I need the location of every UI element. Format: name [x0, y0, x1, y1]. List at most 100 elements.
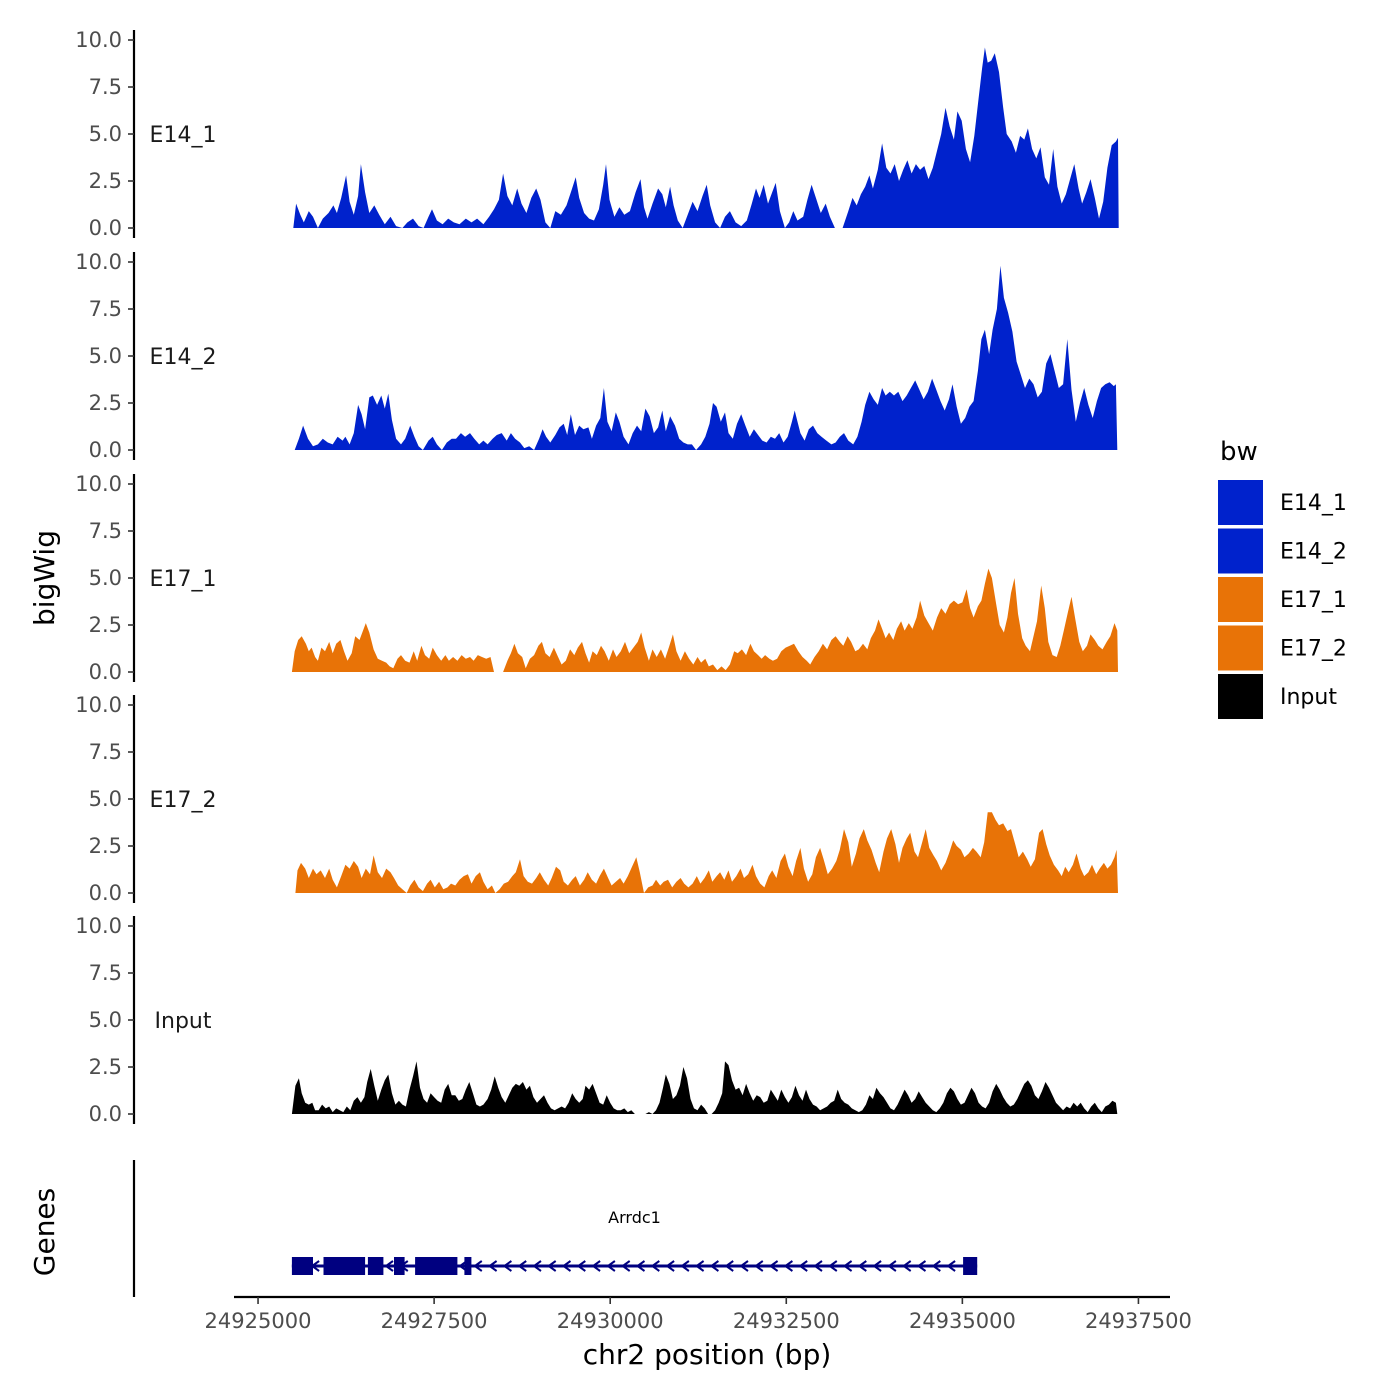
track-label-E14_1: E14_1	[150, 123, 217, 148]
y-tick-label: 2.5	[89, 1055, 122, 1079]
y-tick-label: 0.0	[89, 881, 122, 905]
track-E17_1: 0.0 2.5 5.0 7.5 10.0 E17_1	[75, 472, 1118, 684]
strand-arrow	[665, 1260, 675, 1272]
x-axis-title: chr2 position (bp)	[583, 1338, 832, 1371]
track-label-Input: Input	[155, 1009, 212, 1034]
legend-swatch-E17_2	[1218, 625, 1263, 671]
legend: bw E14_1 E14_2 E17_1 E17_2 Input	[1218, 437, 1347, 719]
strand-arrow	[783, 1260, 793, 1272]
y-tick-label: 2.5	[89, 169, 122, 193]
strand-arrow	[931, 1260, 941, 1272]
y-tick-label: 2.5	[89, 391, 122, 415]
y-tick-label: 5.0	[89, 566, 122, 590]
area-Input	[291, 1061, 1118, 1114]
x-tick-label: 24935000	[909, 1309, 1016, 1333]
strand-arrow	[901, 1260, 912, 1272]
strand-arrow	[887, 1260, 897, 1272]
legend-label-E17_1: E17_1	[1280, 588, 1347, 613]
strand-arrow	[606, 1260, 616, 1272]
strand-arrow	[828, 1260, 838, 1272]
gene-track-panel: Arrdc1	[132, 1160, 978, 1297]
strand-arrow	[487, 1260, 498, 1272]
strand-arrow	[798, 1260, 808, 1272]
area-E17_1	[291, 568, 1118, 672]
strand-arrow	[532, 1260, 542, 1272]
y-tick-label: 10.0	[75, 693, 122, 717]
gene-exon	[394, 1257, 405, 1275]
y-tick-label: 7.5	[89, 961, 122, 985]
track-label-E14_2: E14_2	[150, 345, 217, 370]
track-panels: 0.0 2.5 5.0 7.5 10.0 E14_1 0.0 2.5 5.0 7.5 10.0 E14…	[75, 28, 1119, 1126]
y-tick-label: 10.0	[75, 28, 122, 52]
gene-exon	[415, 1257, 458, 1275]
strand-arrow	[517, 1260, 527, 1272]
area-E17_2	[295, 812, 1118, 893]
strand-arrow	[502, 1260, 512, 1272]
y-tick-label: 0.0	[89, 660, 122, 684]
y-tick-label: 2.5	[89, 834, 122, 858]
y-tick-label: 5.0	[89, 344, 122, 368]
gene-exon	[291, 1257, 313, 1275]
y-tick-label: 7.5	[89, 740, 122, 764]
strand-arrow	[384, 1260, 394, 1272]
y-tick-label: 5.0	[89, 122, 122, 146]
y-tick-label: 10.0	[75, 472, 122, 496]
strand-arrow	[709, 1260, 719, 1272]
area-E14_1	[293, 47, 1119, 228]
y-tick-label: 5.0	[89, 787, 122, 811]
track-Input: 0.0 2.5 5.0 7.5 10.0 Input	[75, 914, 1118, 1126]
strand-arrow	[754, 1260, 764, 1272]
y-tick-label: 7.5	[89, 75, 122, 99]
strand-arrow	[724, 1260, 734, 1272]
track-label-E17_2: E17_2	[150, 788, 217, 813]
strand-arrow	[813, 1260, 823, 1272]
x-tick-label: 24925000	[205, 1309, 312, 1333]
y-tick-label: 10.0	[75, 250, 122, 274]
track-E14_1: 0.0 2.5 5.0 7.5 10.0 E14_1	[75, 28, 1119, 240]
strand-arrow	[916, 1260, 927, 1272]
area-E14_2	[294, 265, 1118, 450]
strand-arrow	[650, 1260, 660, 1272]
legend-label-Input: Input	[1280, 685, 1337, 710]
strand-arrow	[635, 1260, 646, 1272]
y-tick-label: 7.5	[89, 519, 122, 543]
strand-arrow	[561, 1260, 572, 1272]
genes-axis-title: Genes	[28, 1188, 61, 1276]
legend-swatch-E17_1	[1218, 577, 1263, 622]
track-E14_2: 0.0 2.5 5.0 7.5 10.0 E14_2	[75, 250, 1118, 462]
y-tick-label: 0.0	[89, 1102, 122, 1126]
strand-arrow	[576, 1260, 586, 1272]
x-tick-label: 24930000	[557, 1309, 664, 1333]
strand-arrow	[591, 1260, 601, 1272]
strand-arrow	[739, 1260, 749, 1272]
y-tick-label: 0.0	[89, 438, 122, 462]
track-E17_2: 0.0 2.5 5.0 7.5 10.0 E17_2	[75, 693, 1118, 905]
strand-arrow	[473, 1260, 483, 1272]
strand-arrow	[872, 1260, 882, 1272]
strand-arrow	[694, 1260, 705, 1272]
legend-label-E17_2: E17_2	[1280, 637, 1347, 662]
y-tick-label: 0.0	[89, 216, 122, 240]
track-label-E17_1: E17_1	[150, 567, 217, 592]
y-tick-label: 7.5	[89, 297, 122, 321]
gene-exon	[963, 1257, 978, 1275]
gene-exon	[464, 1257, 472, 1275]
strand-arrow	[546, 1260, 557, 1272]
gene-exon	[367, 1257, 384, 1275]
x-axis: 24925000 24927500 24930000 24932500 24935000…	[205, 1295, 1192, 1333]
strand-arrow	[857, 1260, 867, 1272]
x-tick-label: 24937500	[1085, 1309, 1192, 1333]
y-tick-label: 2.5	[89, 613, 122, 637]
legend-label-E14_1: E14_1	[1280, 491, 1347, 516]
legend-title: bw	[1220, 437, 1258, 467]
y-axis-title: bigWig	[28, 530, 61, 626]
gene-label: Arrdc1	[608, 1208, 661, 1227]
x-tick-label: 24932500	[733, 1309, 840, 1333]
strand-arrow	[620, 1260, 631, 1272]
strand-arrow	[680, 1260, 690, 1272]
gene-exon	[323, 1257, 366, 1275]
strand-arrow	[768, 1260, 779, 1272]
y-tick-label: 5.0	[89, 1008, 122, 1032]
strand-arrow	[842, 1260, 853, 1272]
